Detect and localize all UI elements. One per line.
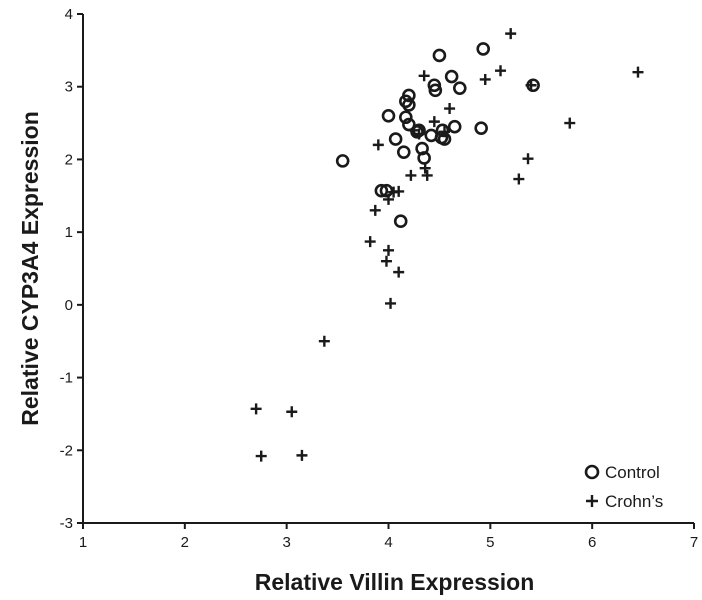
x-tick-label: 1 xyxy=(79,534,87,551)
data-point-control xyxy=(399,110,413,125)
data-point-control xyxy=(335,154,350,168)
data-point-crohns xyxy=(428,116,440,128)
data-point-control xyxy=(476,42,491,56)
data-point-crohns xyxy=(393,266,405,278)
y-ticks: -3 -2 -1 0 1 2 3 4 xyxy=(60,6,83,532)
data-point-control xyxy=(388,132,403,146)
data-point-crohns xyxy=(522,153,534,165)
data-point-crohns xyxy=(413,128,425,140)
x-tick-label: 6 xyxy=(588,534,596,551)
data-point-control xyxy=(452,81,467,95)
data-point-control xyxy=(447,119,462,134)
legend-item-control: Control xyxy=(584,463,660,482)
y-axis-title: Relative CYP3A4 Expression xyxy=(17,111,43,425)
data-point-crohns xyxy=(564,117,576,129)
y-tick-label: 3 xyxy=(65,79,73,96)
data-point-control xyxy=(393,214,408,229)
y-tick-label: -1 xyxy=(60,370,73,387)
data-point-crohns xyxy=(372,139,384,151)
y-tick-label: 2 xyxy=(65,151,73,168)
x-tick-label: 5 xyxy=(486,534,494,551)
data-point-control xyxy=(432,48,447,63)
data-point-crohns xyxy=(495,65,507,77)
data-point-control xyxy=(374,183,389,198)
x-tick-label: 4 xyxy=(384,534,392,551)
data-point-control xyxy=(428,83,443,98)
data-point-control xyxy=(381,109,396,123)
legend-marker-plus xyxy=(586,495,598,507)
data-point-crohns xyxy=(318,335,330,347)
x-tick-label: 3 xyxy=(282,534,290,551)
data-point-control xyxy=(402,98,416,112)
data-point-crohns xyxy=(444,103,456,115)
legend: Control Crohn’s xyxy=(584,463,663,511)
data-point-control xyxy=(379,183,394,198)
legend-label-control: Control xyxy=(605,463,660,482)
data-point-crohns xyxy=(439,126,451,138)
data-point-crohns xyxy=(286,406,298,418)
data-point-crohns xyxy=(505,28,517,40)
data-point-crohns xyxy=(385,297,397,309)
data-point-control xyxy=(396,145,411,159)
data-points xyxy=(250,28,644,462)
data-point-crohns xyxy=(380,255,392,267)
legend-marker-circle xyxy=(584,464,600,480)
data-point-crohns xyxy=(369,204,381,216)
data-point-crohns xyxy=(418,70,430,82)
data-point-crohns xyxy=(513,173,525,185)
y-tick-label: -3 xyxy=(60,515,73,532)
data-point-control xyxy=(402,88,416,103)
data-point-crohns xyxy=(525,79,537,91)
data-point-crohns xyxy=(383,244,394,256)
data-point-control xyxy=(474,121,488,135)
legend-label-crohns: Crohn’s xyxy=(605,492,663,511)
data-point-crohns xyxy=(405,169,417,181)
x-axis-title: Relative Villin Expression xyxy=(255,569,535,595)
y-tick-label: 1 xyxy=(65,224,73,241)
y-tick-label: -2 xyxy=(60,442,73,459)
data-point-crohns xyxy=(383,193,394,205)
data-point-crohns xyxy=(632,66,644,78)
data-point-crohns xyxy=(296,449,308,461)
data-point-crohns xyxy=(419,162,431,174)
data-point-crohns xyxy=(421,169,433,181)
y-tick-label: 0 xyxy=(65,297,73,314)
data-point-crohns xyxy=(250,403,262,415)
data-point-crohns xyxy=(255,450,267,462)
x-tick-label: 2 xyxy=(181,534,189,551)
data-point-crohns xyxy=(479,73,491,85)
x-ticks: 1 2 3 4 5 6 7 xyxy=(79,523,698,551)
x-tick-label: 7 xyxy=(690,534,698,551)
data-point-crohns xyxy=(364,236,376,248)
y-tick-label: 4 xyxy=(65,6,73,23)
data-point-crohns xyxy=(393,185,405,197)
data-point-control xyxy=(435,123,450,138)
legend-item-crohns: Crohn’s xyxy=(586,492,663,511)
data-point-control xyxy=(444,69,459,84)
axes xyxy=(82,14,694,524)
